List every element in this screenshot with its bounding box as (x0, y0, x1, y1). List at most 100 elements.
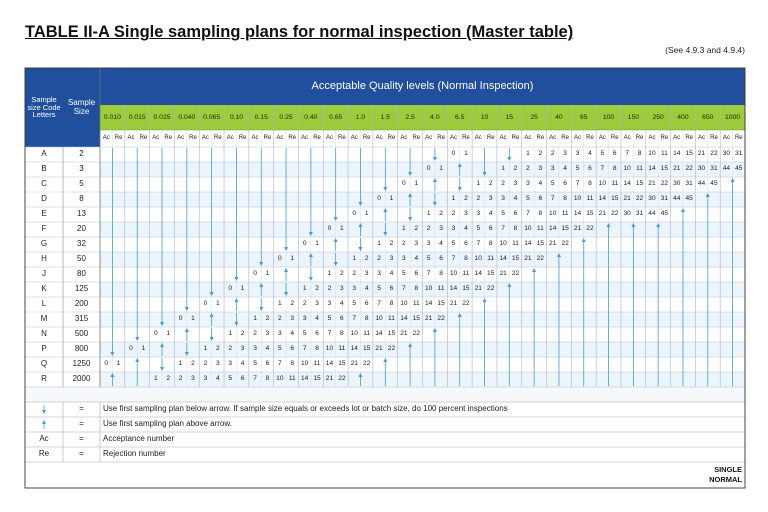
acceptance-number: 2 (476, 195, 481, 203)
acceptance-number: 2 (203, 360, 208, 368)
rejection-number: 2 (215, 345, 220, 353)
up-arrow-head (408, 193, 413, 197)
rejection-number: 11 (487, 255, 495, 263)
acceptance-number: 2 (352, 270, 357, 278)
acceptance-number: 0 (129, 345, 133, 353)
acceptance-number: 21 (400, 330, 408, 338)
code-letter: N (41, 329, 47, 339)
rejection-number: 45 (660, 210, 669, 218)
rejection-number: 4 (389, 270, 394, 278)
rejection-number: 8 (563, 195, 567, 203)
down-arrow-head (259, 307, 264, 311)
rejection-number: 22 (462, 300, 470, 308)
down-arrow-head (234, 277, 239, 281)
down-arrow-head (507, 157, 512, 161)
rejection-number: 3 (513, 180, 518, 188)
rejection-number: 15 (536, 240, 544, 248)
aql-level: 40 (555, 113, 563, 121)
rejection-number: 4 (488, 210, 493, 218)
rejection-number: 15 (437, 300, 445, 308)
legend-equals: = (79, 419, 84, 429)
up-arrow-head (358, 373, 363, 377)
aql-level: 4.0 (430, 113, 440, 121)
re-label: Re (213, 135, 222, 142)
blank-row-shade (25, 387, 745, 402)
acceptance-number: 7 (575, 180, 580, 188)
aql-level: 2.5 (405, 113, 415, 121)
acceptance-number: 2 (253, 330, 257, 338)
rejection-number: 4 (588, 150, 592, 158)
acceptance-number: 0 (178, 315, 183, 323)
up-arrow-head (606, 223, 611, 227)
acceptance-number: 2 (451, 210, 456, 218)
acceptance-number: 10 (598, 180, 606, 188)
rejection-number: 11 (363, 330, 371, 338)
aql-level: 150 (627, 113, 640, 121)
acceptance-number: 7 (352, 315, 357, 323)
acceptance-number: 0 (352, 210, 357, 218)
rejection-number: 22 (561, 240, 569, 248)
acceptance-number: 1 (526, 150, 530, 158)
acceptance-number: 14 (350, 345, 358, 353)
re-label: Re (139, 135, 148, 142)
rejection-number: 22 (338, 375, 346, 383)
acceptance-number: 7 (327, 330, 332, 338)
code-letter: H (41, 254, 47, 264)
acceptance-number: 3 (352, 285, 357, 293)
rejection-number: 31 (735, 150, 743, 158)
rejection-number: 11 (660, 150, 668, 158)
legend-symbol: Ac (39, 434, 49, 444)
acceptance-number: 5 (451, 240, 456, 248)
rejection-number: 15 (561, 225, 569, 233)
acceptance-number: 10 (474, 255, 482, 263)
acceptance-number: 7 (501, 225, 505, 233)
acceptance-number: 10 (400, 300, 408, 308)
acceptance-number: 7 (600, 165, 605, 173)
ac-label: Ac (698, 135, 706, 142)
acceptance-number: 7 (451, 255, 456, 263)
rejection-number: 11 (561, 210, 569, 218)
acceptance-number: 2 (178, 375, 183, 383)
acceptance-number: 10 (499, 240, 507, 248)
header-aql-bg (100, 68, 745, 105)
rejection-number: 4 (364, 285, 369, 293)
code-letter: M (40, 314, 48, 324)
code-letter: A (41, 149, 47, 159)
rejection-number: 1 (191, 315, 195, 323)
up-arrow-head (234, 298, 239, 302)
acceptance-number: 1 (327, 270, 332, 278)
acceptance-number: 10 (425, 285, 433, 293)
rejection-number: 31 (685, 180, 693, 188)
ac-label: Ac (524, 135, 532, 142)
rejection-number: 8 (389, 300, 394, 308)
sample-size: 32 (77, 239, 86, 249)
down-arrow-head (284, 247, 289, 251)
sample-size: 200 (74, 299, 89, 309)
down-arrow-head (383, 187, 388, 191)
rejection-number: 1 (215, 300, 220, 308)
re-label: Re (561, 135, 569, 142)
rejection-number: 11 (338, 345, 346, 353)
code-letter: B (41, 164, 47, 174)
rejection-number: 22 (685, 165, 693, 173)
legend-equals: = (79, 404, 84, 414)
rejection-number: 11 (288, 375, 296, 383)
rejection-number: 2 (340, 270, 344, 278)
aql-level: 0.010 (103, 113, 121, 121)
acceptance-number: 0 (402, 180, 406, 188)
ac-label: Ac (623, 135, 631, 142)
rejection-number: 2 (389, 240, 394, 248)
acceptance-number: 5 (278, 345, 282, 353)
up-arrow-head (184, 328, 189, 332)
rejection-number: 8 (315, 345, 319, 353)
rejection-number: 1 (315, 240, 319, 248)
rejection-number: 1 (240, 285, 245, 293)
up-arrow-head (110, 373, 115, 377)
code-letter: F (41, 224, 47, 234)
ac-label: Ac (549, 135, 557, 142)
ac-label: Ac (722, 135, 730, 142)
ac-label: Ac (276, 135, 284, 142)
rejection-number: 6 (290, 345, 295, 353)
rejection-number: 15 (660, 165, 669, 173)
down-arrow-head (135, 337, 140, 341)
